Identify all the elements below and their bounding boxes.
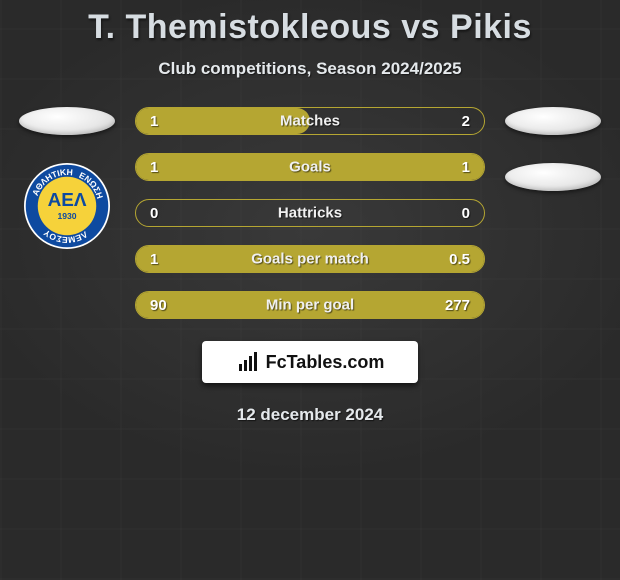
svg-text:AEΛ: AEΛ bbox=[48, 190, 87, 211]
brand-text: FcTables.com bbox=[266, 352, 385, 373]
stat-right-value: 277 bbox=[445, 297, 470, 314]
page-title: T. Themistokleous vs Pikis bbox=[0, 8, 620, 47]
comparison-card: T. Themistokleous vs Pikis Club competit… bbox=[0, 0, 620, 580]
stat-right-value: 0.5 bbox=[449, 251, 470, 268]
content: ΑΘΛΗΤΙΚΗ ΕΝΩΣΗ ΛΕΜΕΣΟΥ AEΛ 1930 1 Matches… bbox=[0, 107, 620, 319]
stat-row: 1 Goals 1 bbox=[135, 153, 485, 181]
club-badge-left: ΑΘΛΗΤΙΚΗ ΕΝΩΣΗ ΛΕΜΕΣΟΥ AEΛ 1930 bbox=[24, 163, 110, 249]
player-avatar-left bbox=[19, 107, 115, 135]
svg-text:1930: 1930 bbox=[57, 211, 76, 221]
stat-left-value: 90 bbox=[150, 297, 167, 314]
subtitle: Club competitions, Season 2024/2025 bbox=[0, 59, 620, 79]
ael-badge-icon: ΑΘΛΗΤΙΚΗ ΕΝΩΣΗ ΛΕΜΕΣΟΥ AEΛ 1930 bbox=[24, 163, 110, 249]
stat-left-value: 0 bbox=[150, 205, 158, 222]
stat-label: Hattricks bbox=[278, 205, 342, 222]
date: 12 december 2024 bbox=[0, 405, 620, 425]
stat-row: 1 Matches 2 bbox=[135, 107, 485, 135]
stat-left-value: 1 bbox=[150, 159, 158, 176]
stat-row: 90 Min per goal 277 bbox=[135, 291, 485, 319]
stat-right-value: 1 bbox=[462, 159, 470, 176]
player-avatar-right-2 bbox=[505, 163, 601, 191]
player-avatar-right-1 bbox=[505, 107, 601, 135]
stat-left-value: 1 bbox=[150, 251, 158, 268]
stat-left-value: 1 bbox=[150, 113, 158, 130]
brand-box[interactable]: FcTables.com bbox=[202, 341, 418, 383]
stat-right-value: 0 bbox=[462, 205, 470, 222]
right-side bbox=[503, 107, 603, 191]
stat-label: Goals bbox=[289, 159, 331, 176]
stat-label: Matches bbox=[280, 113, 340, 130]
stat-row: 0 Hattricks 0 bbox=[135, 199, 485, 227]
stat-label: Goals per match bbox=[251, 251, 369, 268]
stat-right-value: 2 bbox=[462, 113, 470, 130]
stat-label: Min per goal bbox=[266, 297, 354, 314]
stat-row: 1 Goals per match 0.5 bbox=[135, 245, 485, 273]
left-side: ΑΘΛΗΤΙΚΗ ΕΝΩΣΗ ΛΕΜΕΣΟΥ AEΛ 1930 bbox=[17, 107, 117, 249]
stat-rows: 1 Matches 2 1 Goals 1 0 Hattricks 0 1 Goals per ma… bbox=[135, 107, 485, 319]
bar-chart-icon bbox=[236, 350, 260, 374]
